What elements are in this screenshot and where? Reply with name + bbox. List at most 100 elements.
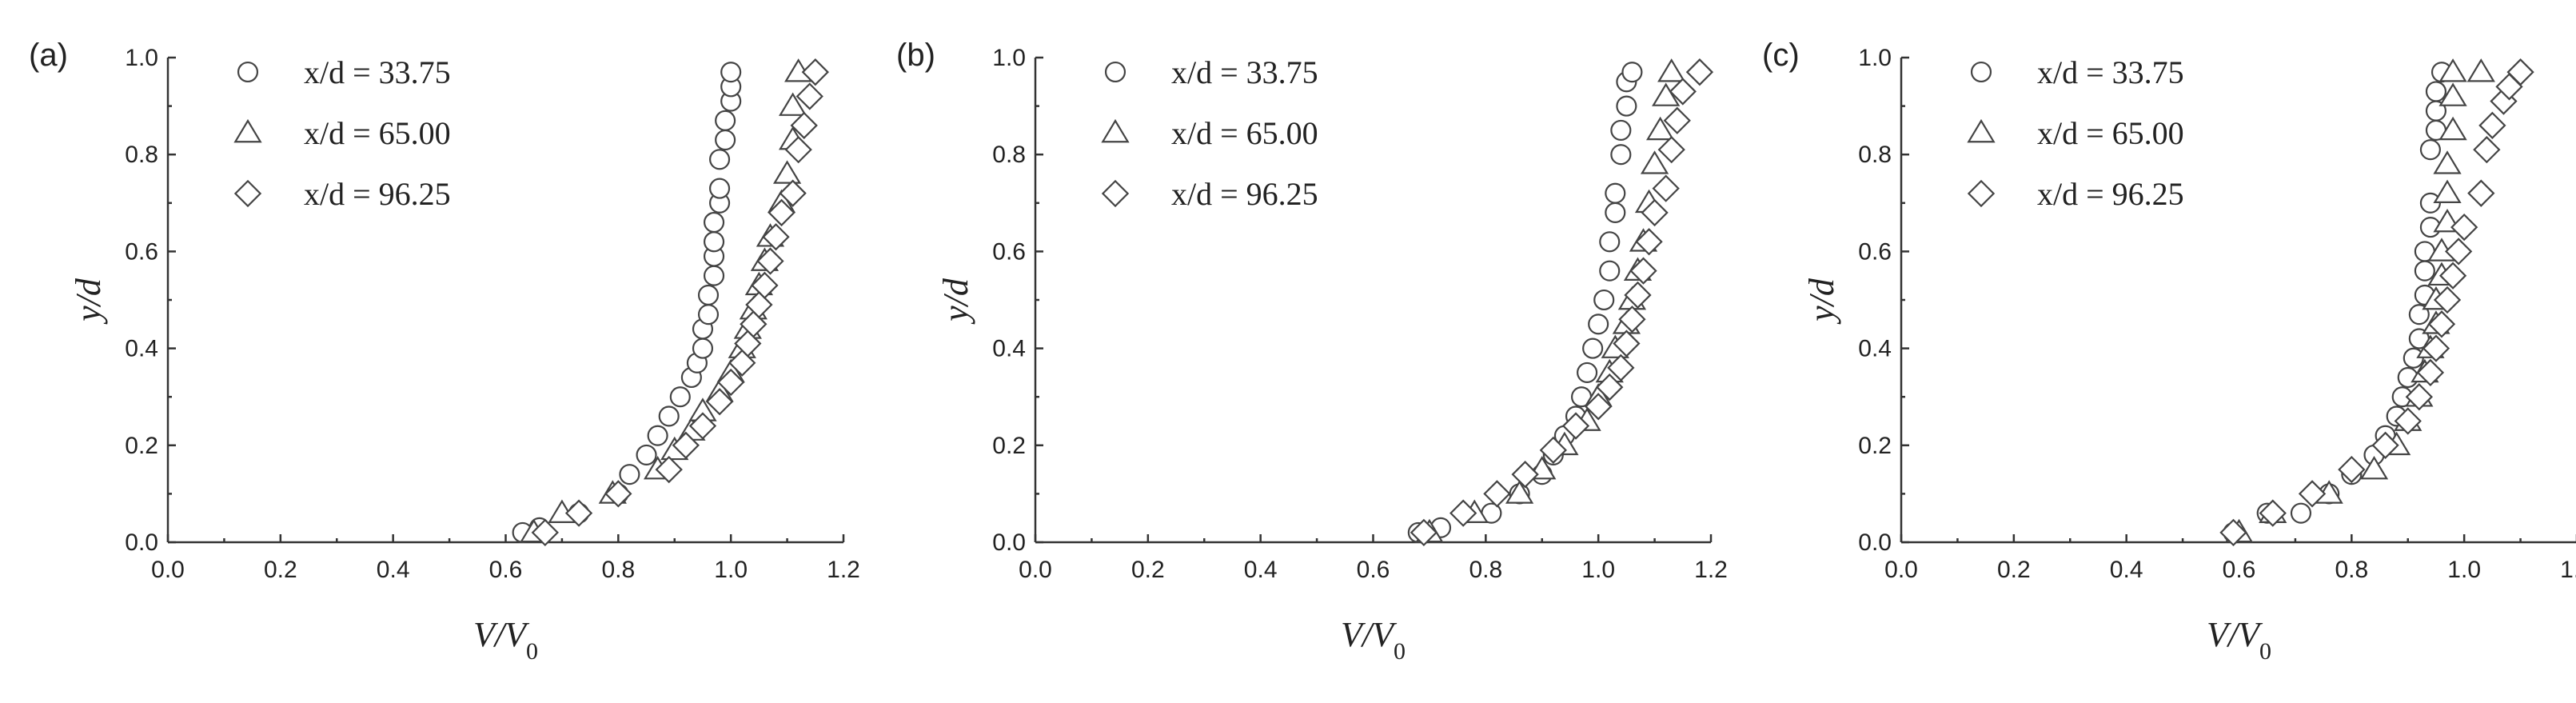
x-tick-label: 0.0 xyxy=(1019,557,1052,583)
data-point-diamond xyxy=(1483,480,1511,508)
data-point-diamond xyxy=(1613,330,1641,357)
legend-marker-diamond xyxy=(1967,179,1996,208)
data-point-circle xyxy=(2290,502,2312,524)
data-point-diamond xyxy=(779,179,807,207)
data-point-circle xyxy=(1610,119,1632,141)
data-point-diamond xyxy=(2394,407,2422,435)
data-point-circle xyxy=(1582,338,1604,359)
data-point-circle xyxy=(1599,260,1621,282)
data-point-diamond xyxy=(745,290,773,319)
data-point-diamond xyxy=(1669,78,1697,106)
x-tick-label: 0.4 xyxy=(2110,557,2143,583)
data-point-triangle xyxy=(2438,116,2467,141)
data-point-diamond xyxy=(756,247,784,275)
data-point-diamond xyxy=(604,480,632,508)
data-point-circle xyxy=(658,405,680,427)
legend: x/d = 33.75 x/d = 65.00 x/d = 96.25 xyxy=(1967,54,2184,212)
legend-label: x/d = 65.00 xyxy=(304,115,451,151)
data-point-triangle xyxy=(2438,82,2467,106)
y-axis-title: y/d xyxy=(1802,278,1841,325)
data-point-triangle xyxy=(772,160,802,184)
data-point-diamond xyxy=(705,388,734,416)
data-point-triangle xyxy=(2433,150,2462,174)
x-tick-label: 0.6 xyxy=(2223,557,2256,583)
data-point-diamond xyxy=(734,330,762,357)
data-point-circle xyxy=(720,62,742,83)
data-point-diamond xyxy=(1624,281,1652,310)
data-point-circle xyxy=(619,464,640,485)
x-tick-label: 0.6 xyxy=(489,557,523,583)
y-tick-label: 0.4 xyxy=(992,336,1026,362)
y-tick-label: 0.6 xyxy=(1858,238,1892,265)
data-point-diamond xyxy=(2405,383,2433,411)
legend-label: x/d = 33.75 xyxy=(1171,54,1318,90)
y-tick-label: 0.0 xyxy=(125,529,158,556)
legend-marker-diamond xyxy=(1101,179,1130,208)
legend-label: x/d = 33.75 xyxy=(2037,54,2184,90)
x-tick-label: 0.8 xyxy=(601,557,635,583)
y-tick-label: 0.4 xyxy=(125,336,158,362)
data-point-diamond xyxy=(1539,436,1567,465)
data-point-circle xyxy=(1616,95,1637,117)
data-point-diamond xyxy=(1629,257,1657,285)
x-tick-label: 0.8 xyxy=(1469,557,1502,583)
data-point-diamond xyxy=(801,58,829,86)
y-tick-label: 0.6 xyxy=(125,238,158,265)
data-point-diamond xyxy=(1641,198,1669,227)
data-point-diamond xyxy=(1685,58,1714,86)
x-tick-label: 0.2 xyxy=(264,557,297,583)
x-tick-label: 1.0 xyxy=(1581,557,1615,583)
data-point-diamond xyxy=(1663,106,1691,134)
legend: x/d = 33.75 x/d = 65.00 x/d = 96.25 xyxy=(1101,54,1318,212)
legend-label: x/d = 65.00 xyxy=(2037,115,2184,151)
data-point-diamond xyxy=(1618,306,1646,334)
legend-label: x/d = 65.00 xyxy=(1171,115,1318,151)
x-tick-label: 0.4 xyxy=(377,557,410,583)
data-point-circle xyxy=(669,386,691,408)
data-point-triangle xyxy=(2359,456,2389,480)
data-point-diamond xyxy=(688,412,717,440)
data-point-diamond xyxy=(1657,135,1685,164)
data-point-diamond xyxy=(751,271,779,299)
legend-marker-diamond xyxy=(233,179,262,208)
data-point-circle xyxy=(2419,139,2441,161)
data-point-diamond xyxy=(1511,461,1539,489)
y-axis-title: y/d xyxy=(936,278,975,325)
y-tick-label: 0.0 xyxy=(1858,529,1892,556)
data-point-circle xyxy=(1588,314,1609,335)
data-point-triangle xyxy=(1505,480,1534,504)
y-tick-label: 1.0 xyxy=(992,45,1026,71)
x-tick-label: 1.0 xyxy=(714,557,748,583)
data-point-diamond xyxy=(1635,228,1663,256)
x-tick-label: 1.2 xyxy=(1694,557,1728,583)
legend-marker-triangle xyxy=(233,118,262,143)
data-point-diamond xyxy=(1596,373,1624,401)
panel-1: 0.0 0.2 0.4 0.6 0.8 1.0 1.2 0.0 0.2 0.4 0.6 0.8 1.0 V… xyxy=(29,38,860,665)
legend-marker-triangle xyxy=(1967,118,1996,143)
y-tick-label: 0.2 xyxy=(1858,433,1892,459)
data-point-diamond xyxy=(790,111,818,139)
data-point-circle xyxy=(1621,62,1643,83)
data-point-circle xyxy=(636,444,657,465)
data-point-diamond xyxy=(564,499,593,527)
x-tick-label: 1.2 xyxy=(827,557,860,583)
data-point-diamond xyxy=(784,135,812,164)
panel-2: 0.0 0.2 0.4 0.6 0.8 1.0 1.2 0.0 0.2 0.4 0.6 0.8 1.0 V… xyxy=(896,38,1728,665)
series-diamond xyxy=(2219,58,2534,547)
data-point-diamond xyxy=(2219,518,2247,547)
data-point-diamond xyxy=(1607,353,1635,381)
y-tick-label: 0.8 xyxy=(992,142,1026,168)
x-tick-label: 0.2 xyxy=(1997,557,2031,583)
data-point-triangle xyxy=(1640,150,1669,174)
y-tick-label: 0.6 xyxy=(992,238,1026,265)
data-point-circle xyxy=(709,178,731,199)
data-point-circle xyxy=(692,338,714,359)
data-point-triangle xyxy=(1645,116,1675,141)
data-point-circle xyxy=(709,149,731,170)
y-tick-label: 0.8 xyxy=(1858,142,1892,168)
legend-label: x/d = 96.25 xyxy=(2037,176,2184,212)
y-tick-label: 1.0 xyxy=(125,45,158,71)
panel-label: (a) xyxy=(29,38,68,73)
data-point-circle xyxy=(715,110,736,131)
legend-marker-triangle xyxy=(1101,118,1130,143)
